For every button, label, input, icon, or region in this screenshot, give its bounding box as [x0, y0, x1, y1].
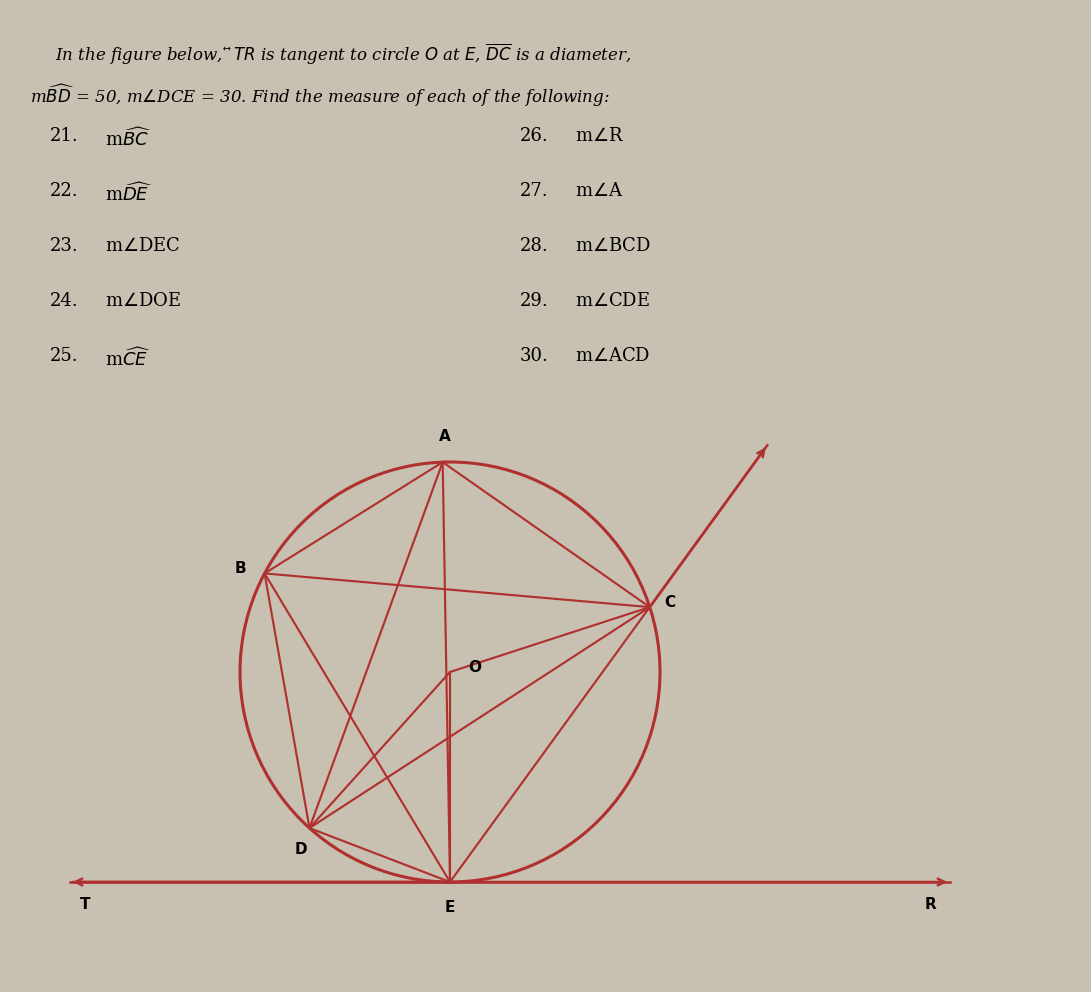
Text: A: A — [439, 430, 451, 444]
Text: T: T — [80, 897, 91, 912]
Text: In the figure below, $\overleftrightarrow{TR}$ is tangent to circle $O$ at $E$, : In the figure below, $\overleftrightarro… — [55, 42, 632, 67]
Text: O: O — [468, 660, 481, 675]
Text: 21.: 21. — [50, 127, 79, 145]
Text: 29.: 29. — [520, 292, 549, 310]
Text: m$\angle$DOE: m$\angle$DOE — [105, 292, 181, 310]
Text: 28.: 28. — [520, 237, 549, 255]
Text: m$\widehat{DE}$: m$\widehat{DE}$ — [105, 182, 153, 204]
Text: m$\angle$BCD: m$\angle$BCD — [575, 237, 650, 255]
Text: 26.: 26. — [520, 127, 549, 145]
Text: m$\angle$CDE: m$\angle$CDE — [575, 292, 650, 310]
Text: m$\widehat{CE}$: m$\widehat{CE}$ — [105, 347, 151, 370]
Text: 22.: 22. — [50, 182, 79, 200]
Text: C: C — [664, 594, 675, 610]
Text: 24.: 24. — [50, 292, 79, 310]
Text: 27.: 27. — [520, 182, 549, 200]
Text: 30.: 30. — [520, 347, 549, 365]
Text: m$\angle$ACD: m$\angle$ACD — [575, 347, 650, 365]
Text: m$\widehat{BC}$: m$\widehat{BC}$ — [105, 127, 153, 150]
Text: R: R — [925, 897, 937, 912]
Text: 25.: 25. — [50, 347, 79, 365]
Text: B: B — [235, 560, 247, 576]
Text: 23.: 23. — [50, 237, 79, 255]
Text: m$\angle$A: m$\angle$A — [575, 182, 623, 200]
Text: m$\angle$DEC: m$\angle$DEC — [105, 237, 180, 255]
Text: m$\angle$R: m$\angle$R — [575, 127, 624, 145]
Text: m$\widehat{BD}$ = 50, m$\angle$DCE = 30. Find the measure of each of the followi: m$\widehat{BD}$ = 50, m$\angle$DCE = 30.… — [29, 82, 610, 108]
Text: D: D — [295, 842, 307, 857]
Text: E: E — [445, 900, 455, 915]
